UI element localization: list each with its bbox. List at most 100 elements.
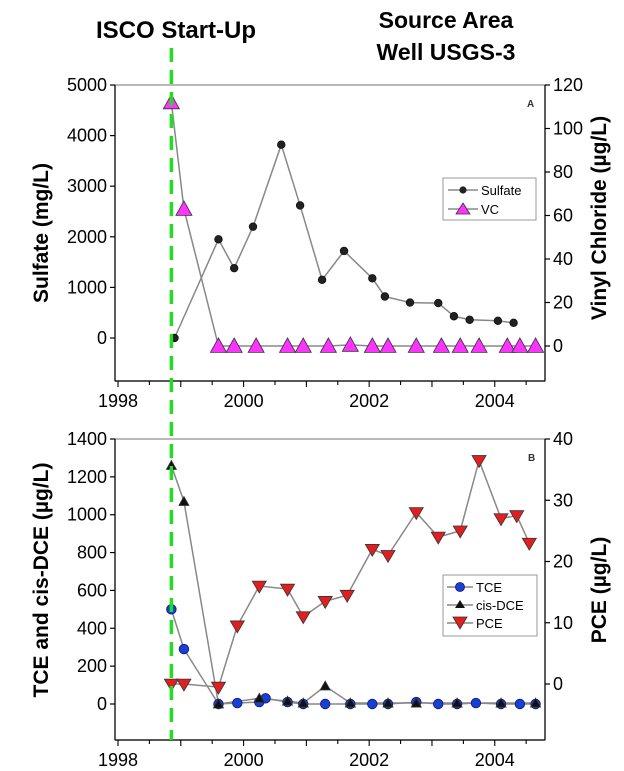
data-point-cis-dce — [410, 697, 422, 708]
legend-vc-marker — [455, 202, 471, 215]
y-tick-label: 1400 — [67, 429, 107, 449]
y2-tick-label: 100 — [553, 119, 583, 139]
panel-b: B 0 200 400 600 800 1000 1200 1400 0 10 20 30 40 19… — [30, 429, 611, 770]
data-point-sulfate — [368, 274, 377, 283]
legend-pce-marker — [452, 616, 468, 630]
data-point-vc — [363, 337, 381, 353]
x-tick-label: 1998 — [98, 391, 138, 411]
data-point-pce — [317, 596, 333, 610]
data-point-sulfate — [277, 140, 286, 149]
data-point-pce — [509, 510, 525, 524]
legend-cisdce-marker — [455, 600, 465, 608]
data-point-vc — [319, 337, 338, 353]
data-point-pce — [163, 678, 180, 692]
data-point-sulfate — [493, 316, 503, 325]
y-tick-label: 3000 — [67, 176, 107, 196]
data-point-pce — [229, 620, 246, 634]
data-point-pce — [493, 513, 509, 527]
x-tick-label: 1998 — [98, 750, 138, 770]
data-point-tce — [433, 698, 444, 710]
panel-a-letter: A — [527, 99, 534, 110]
y-tick-label: 1000 — [67, 505, 107, 525]
data-point-sulfate — [248, 222, 258, 231]
data-point-sulfate — [229, 263, 239, 273]
panel-a-y2label: Vinyl Chloride (µg/L) — [588, 116, 611, 320]
chart-title-line1: Source Area — [379, 7, 514, 33]
data-point-vc — [225, 337, 243, 353]
panel-a-x-ticks: 1998 2000 2002 2004 — [98, 381, 527, 411]
data-point-sulfate — [465, 315, 474, 324]
data-point-tce — [178, 643, 190, 655]
y2-tick-label: 20 — [553, 552, 573, 572]
data-point-cis-dce — [451, 697, 463, 708]
data-point-vc — [498, 337, 517, 353]
legend-pce-label: PCE — [476, 616, 503, 631]
y-tick-label: 800 — [77, 543, 107, 563]
data-point-tce — [514, 698, 526, 710]
y-tick-label: 4000 — [67, 126, 107, 146]
data-point-cis-dce — [178, 495, 190, 506]
data-point-tce — [367, 698, 378, 710]
y-tick-label: 1000 — [67, 277, 107, 297]
legend-sulfate-marker — [459, 186, 467, 194]
data-point-pce — [279, 583, 296, 597]
data-point-sulfate — [317, 275, 327, 285]
x-tick-label: 2002 — [349, 750, 389, 770]
panel-a-frame — [114, 84, 546, 382]
data-point-sulfate — [339, 246, 349, 256]
y-tick-label: 0 — [97, 694, 107, 714]
data-point-vc — [432, 337, 451, 353]
panel-a-left-ticks: 0 1000 2000 3000 4000 5000 — [67, 75, 115, 348]
y-tick-label: 2000 — [67, 227, 107, 247]
data-point-vc — [294, 337, 312, 353]
data-point-sulfate — [295, 201, 305, 210]
data-point-sulfate — [449, 312, 459, 321]
chart-title-line2: Well USGS-3 — [377, 39, 516, 65]
data-point-pce — [339, 589, 355, 603]
panel-a-legend: Sulfate VC — [442, 177, 537, 221]
panel-b-letter: B — [528, 453, 535, 464]
panel-b-right-ticks: 0 10 20 30 40 — [545, 429, 573, 694]
panel-b-series — [163, 455, 542, 710]
data-point-pce — [408, 507, 424, 521]
data-point-vc — [470, 337, 488, 353]
data-point-cis-dce — [495, 697, 507, 708]
series-line-pce — [171, 457, 530, 688]
legend-tce-marker — [455, 582, 465, 592]
data-point-vc — [278, 337, 297, 353]
data-point-vc — [451, 337, 469, 353]
data-point-cis-dce — [382, 697, 394, 708]
series-line-vc — [170, 102, 536, 347]
y-tick-label: 600 — [77, 580, 107, 600]
data-point-pce — [471, 455, 487, 469]
y2-tick-label: 120 — [553, 75, 583, 95]
panel-a-ylabel: Sulfate (mg/L) — [30, 163, 53, 303]
x-tick-label: 2004 — [475, 750, 515, 770]
data-point-sulfate — [434, 298, 443, 308]
panel-b-y2label: PCE (µg/L) — [588, 537, 611, 644]
data-point-vc — [379, 337, 397, 353]
y-tick-label: 0 — [97, 328, 107, 348]
data-point-sulfate — [380, 292, 390, 301]
y2-tick-label: 10 — [553, 613, 573, 633]
series-line-sulfate — [173, 142, 514, 339]
data-point-pce — [176, 678, 192, 692]
data-point-pce — [210, 681, 227, 695]
data-point-sulfate — [509, 318, 518, 328]
data-point-vc — [175, 200, 193, 216]
x-tick-label: 2004 — [475, 391, 515, 411]
y2-tick-label: 60 — [553, 206, 573, 226]
data-point-cis-dce — [319, 680, 331, 691]
x-tick-label: 2002 — [349, 391, 389, 411]
data-point-pce — [251, 580, 267, 594]
data-point-vc — [247, 337, 265, 353]
y-tick-label: 200 — [77, 656, 107, 676]
data-point-cis-dce — [212, 698, 225, 709]
panel-b-left-ticks: 0 200 400 600 800 1000 1200 1400 — [67, 429, 115, 714]
data-point-cis-dce — [281, 695, 294, 706]
data-point-pce — [364, 543, 381, 558]
data-point-vc — [407, 337, 425, 353]
y2-tick-label: 80 — [553, 162, 573, 182]
x-tick-label: 2000 — [224, 391, 264, 411]
data-point-pce — [521, 537, 538, 551]
